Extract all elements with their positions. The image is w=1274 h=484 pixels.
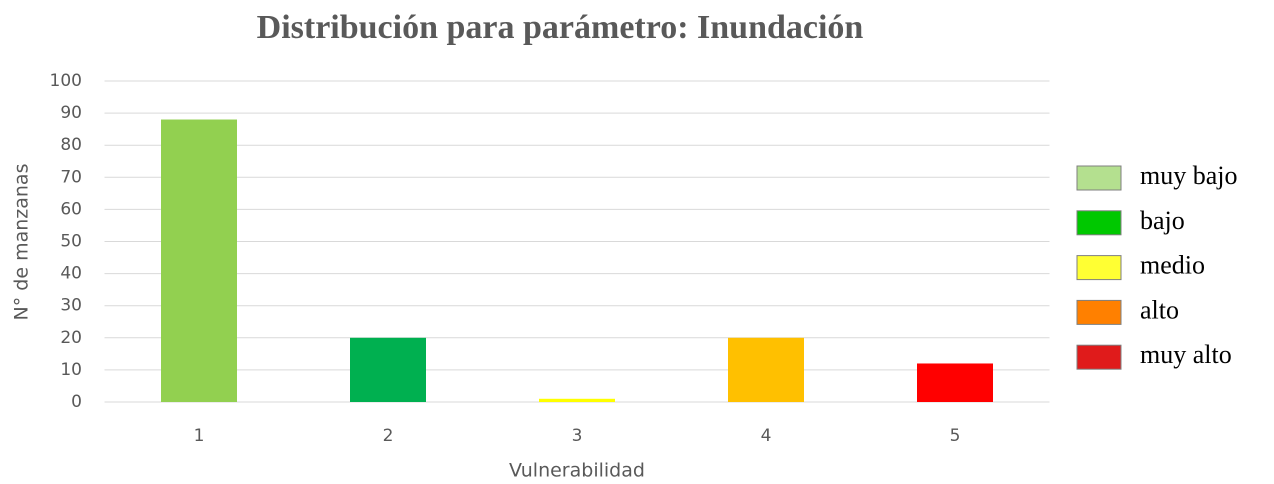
bar <box>350 337 426 402</box>
y-tick-label: 10 <box>60 360 82 380</box>
y-tick-label: 100 <box>50 71 82 91</box>
legend-swatch <box>1076 165 1122 191</box>
legend-label: muy alto <box>1140 340 1232 369</box>
y-tick-label: 70 <box>60 167 82 187</box>
legend-swatch <box>1076 255 1122 281</box>
x-tick-label: 5 <box>950 426 961 446</box>
y-tick-label: 80 <box>60 135 82 155</box>
legend-swatch <box>1076 299 1122 325</box>
bar <box>161 119 237 403</box>
x-tick-label: 3 <box>572 426 583 446</box>
legend-swatch <box>1076 210 1122 236</box>
x-tick-label: 4 <box>761 426 772 446</box>
legend-label: alto <box>1140 295 1179 324</box>
x-tick-label: 2 <box>383 426 394 446</box>
y-tick-label: 90 <box>60 103 82 123</box>
x-axis-label: Vulnerabilidad <box>509 460 645 482</box>
y-tick-label: 20 <box>60 328 82 348</box>
y-tick-label: 40 <box>60 264 82 284</box>
legend-label: bajo <box>1140 206 1185 235</box>
chart-title: Distribución para parámetro: Inundación <box>257 9 864 46</box>
legend-label: medio <box>1140 251 1205 280</box>
y-axis-label: N° de manzanas <box>11 164 33 321</box>
bar <box>539 398 615 402</box>
y-tick-label: 50 <box>60 232 82 252</box>
bar <box>917 363 993 402</box>
y-tick-label: 0 <box>71 392 82 412</box>
y-tick-label: 30 <box>60 296 82 316</box>
legend-swatch <box>1076 344 1122 370</box>
legend-label: muy bajo <box>1140 161 1238 190</box>
x-tick-label: 1 <box>194 426 205 446</box>
y-tick-label: 60 <box>60 199 82 219</box>
bar <box>728 337 804 402</box>
